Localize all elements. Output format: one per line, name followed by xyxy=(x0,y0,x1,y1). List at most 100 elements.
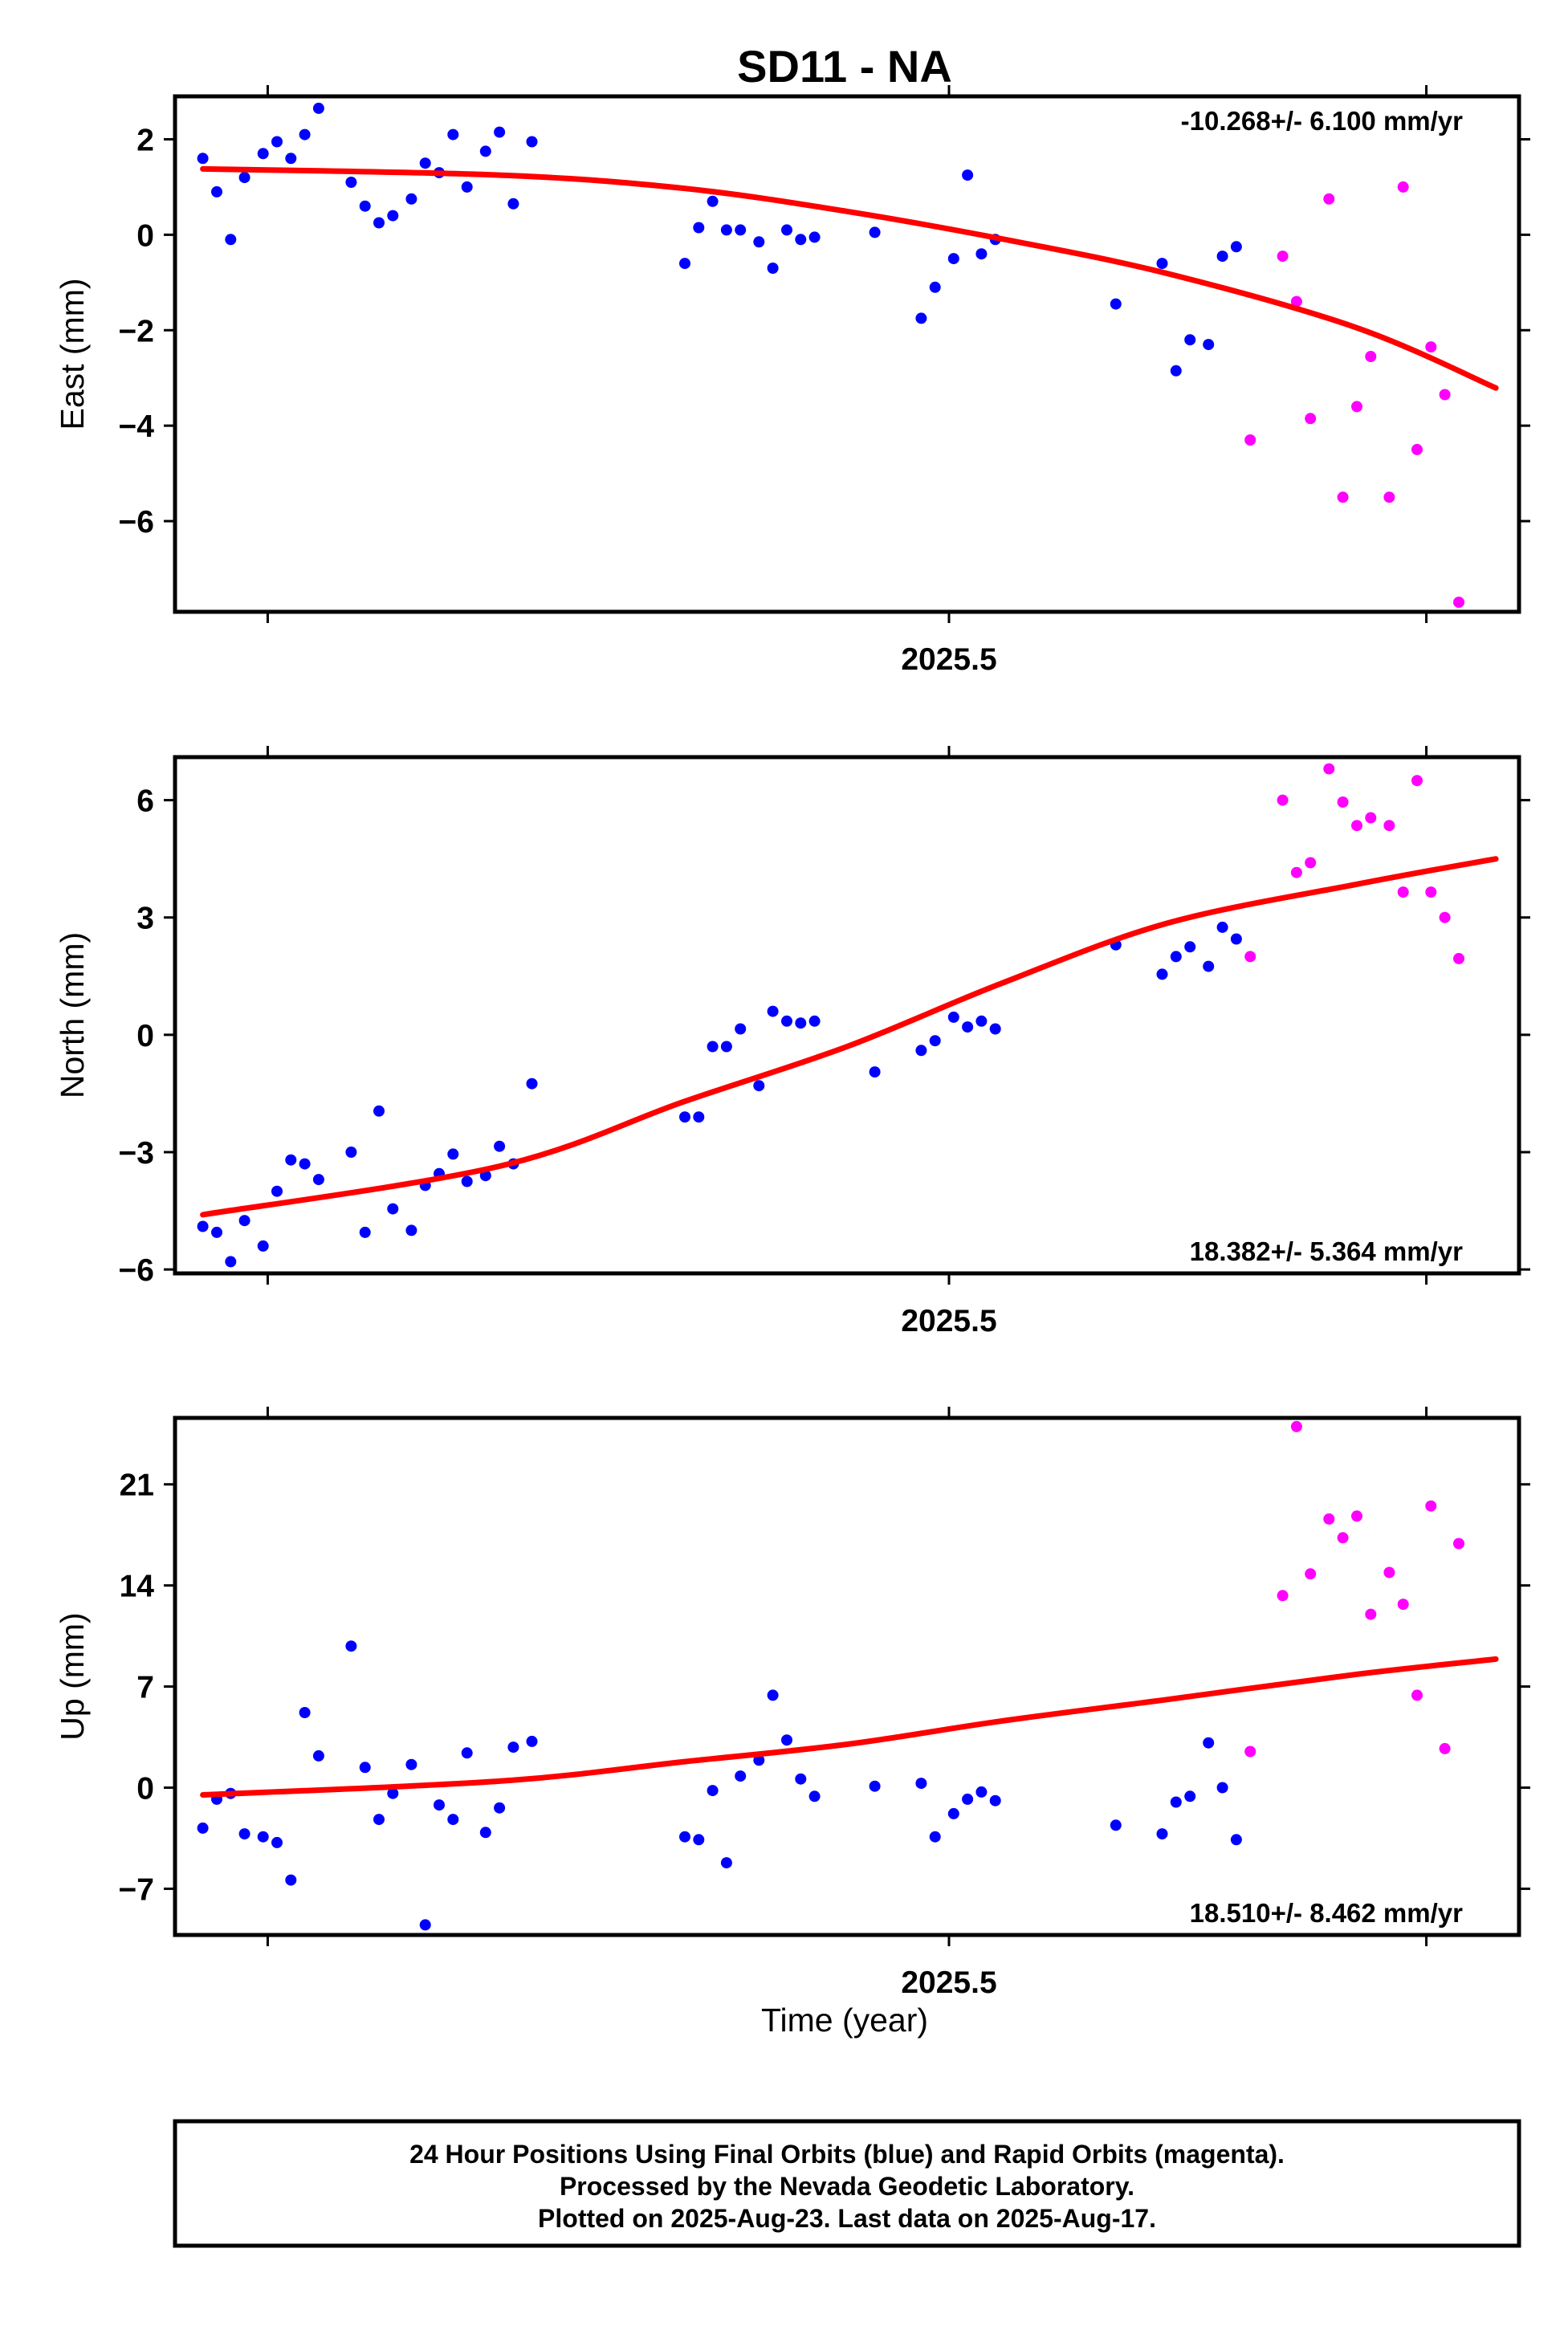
north-final-point xyxy=(405,1224,417,1236)
up-final-point xyxy=(461,1747,473,1759)
up-final-point xyxy=(720,1857,732,1869)
up-rapid-point xyxy=(1277,1590,1289,1602)
east-final-point xyxy=(947,253,959,265)
east-rapid-point xyxy=(1244,434,1256,446)
up-ytick-label-1: 14 xyxy=(120,1570,155,1604)
north-rate-label: 18.382+/- 5.364 mm/yr xyxy=(1190,1236,1463,1266)
north-rapid-point xyxy=(1453,952,1464,964)
up-final-point xyxy=(1230,1834,1242,1846)
up-final-point xyxy=(507,1741,519,1754)
north-ytick-label-4: −6 xyxy=(119,1253,154,1288)
up-final-point xyxy=(359,1762,371,1774)
up-final-point xyxy=(1184,1790,1196,1802)
east-final-point xyxy=(753,236,765,248)
north-rapid-point xyxy=(1397,886,1409,898)
x-axis-label: Time (year) xyxy=(761,2002,928,2039)
east-final-point xyxy=(1203,339,1215,351)
east-final-point xyxy=(795,234,807,246)
north-frame xyxy=(173,755,1521,1276)
east-final-point xyxy=(494,126,506,138)
up-rapid-point xyxy=(1411,1689,1423,1701)
east-final-point xyxy=(479,145,491,157)
north-final-point xyxy=(271,1185,283,1197)
up-final-point xyxy=(1170,1796,1182,1808)
footer-box: 24 Hour Positions Using Final Orbits (bl… xyxy=(173,2119,1521,2248)
up-panel: 2025.5 21 14 7 0 −7 Up (mm) 18.510+/- 8.462 mm/… xyxy=(54,1407,1530,2000)
north-rapid-point xyxy=(1365,812,1377,824)
up-rapid-point xyxy=(1365,1608,1377,1620)
up-xtick-label: 2025.5 xyxy=(901,1965,996,2000)
north-rapid-point xyxy=(1439,911,1451,923)
north-final-point xyxy=(447,1148,459,1160)
east-ytick-label-0: 2 xyxy=(136,124,154,158)
north-final-point xyxy=(1156,968,1168,980)
north-rapid-point xyxy=(1351,820,1362,832)
east-final-point xyxy=(707,195,719,207)
up-final-point xyxy=(1110,1819,1122,1831)
north-final-point xyxy=(373,1105,385,1117)
north-final-point xyxy=(238,1215,250,1227)
up-final-point xyxy=(947,1807,959,1819)
east-final-point xyxy=(312,102,324,114)
east-rapid-point xyxy=(1425,341,1437,353)
north-xtick-label: 2025.5 xyxy=(901,1304,996,1338)
up-final-point xyxy=(197,1822,209,1834)
east-ytick-label-4: −6 xyxy=(119,505,154,540)
east-final-point xyxy=(767,263,779,274)
up-final-point xyxy=(693,1834,705,1846)
north-rapid-point xyxy=(1411,775,1423,787)
north-final-point xyxy=(869,1066,881,1078)
north-final-point xyxy=(461,1175,473,1187)
north-final-point xyxy=(1230,933,1242,945)
up-rapid-point xyxy=(1383,1566,1395,1578)
footer-line-2: Processed by the Nevada Geodetic Laborat… xyxy=(560,2172,1134,2201)
up-final-point xyxy=(494,1802,506,1814)
north-final-point xyxy=(781,1015,792,1027)
east-rapid-point xyxy=(1365,351,1377,362)
north-final-point xyxy=(1170,951,1182,963)
east-rapid-point xyxy=(1383,491,1395,503)
north-final-point xyxy=(753,1080,765,1092)
up-rapid-point xyxy=(1305,1568,1317,1580)
north-final-point xyxy=(693,1111,705,1123)
east-final-point xyxy=(271,136,283,148)
east-final-point xyxy=(1110,298,1122,310)
up-final-point xyxy=(1156,1828,1168,1840)
north-final-point xyxy=(808,1015,821,1027)
north-y-axis-label: North (mm) xyxy=(54,932,91,1098)
up-rapid-point xyxy=(1351,1510,1362,1522)
up-final-point xyxy=(795,1773,807,1785)
east-final-point xyxy=(225,234,237,246)
up-final-point xyxy=(419,1919,431,1931)
east-final-point xyxy=(808,231,821,243)
north-rapid-point xyxy=(1323,763,1335,775)
up-final-point xyxy=(679,1831,690,1843)
east-rapid-point xyxy=(1337,491,1349,503)
up-final-point xyxy=(707,1785,719,1797)
north-final-point xyxy=(526,1077,538,1090)
north-final-point xyxy=(494,1140,506,1152)
up-final-point xyxy=(285,1874,297,1886)
up-final-point xyxy=(405,1758,417,1770)
east-xtick-label: 2025.5 xyxy=(901,642,996,677)
up-final-point xyxy=(373,1814,385,1826)
north-rapid-point xyxy=(1305,857,1317,869)
east-final-point xyxy=(197,153,209,165)
east-final-point xyxy=(693,222,705,234)
north-final-point xyxy=(285,1154,297,1166)
up-final-point xyxy=(767,1689,779,1701)
up-rapid-point xyxy=(1337,1532,1349,1544)
north-final-point xyxy=(989,1023,1001,1035)
chart-title: SD11 - NA xyxy=(737,41,952,92)
up-final-point xyxy=(271,1836,283,1848)
east-fit-line xyxy=(200,165,1499,391)
east-final-point xyxy=(526,136,538,148)
up-final-point xyxy=(753,1754,765,1766)
up-final-point xyxy=(915,1778,927,1790)
north-ytick-label-2: 0 xyxy=(136,1019,154,1053)
north-rapid-point xyxy=(1244,951,1256,963)
up-rapid-point xyxy=(1290,1420,1302,1432)
up-final-point xyxy=(312,1750,324,1762)
up-final-point xyxy=(345,1640,357,1652)
